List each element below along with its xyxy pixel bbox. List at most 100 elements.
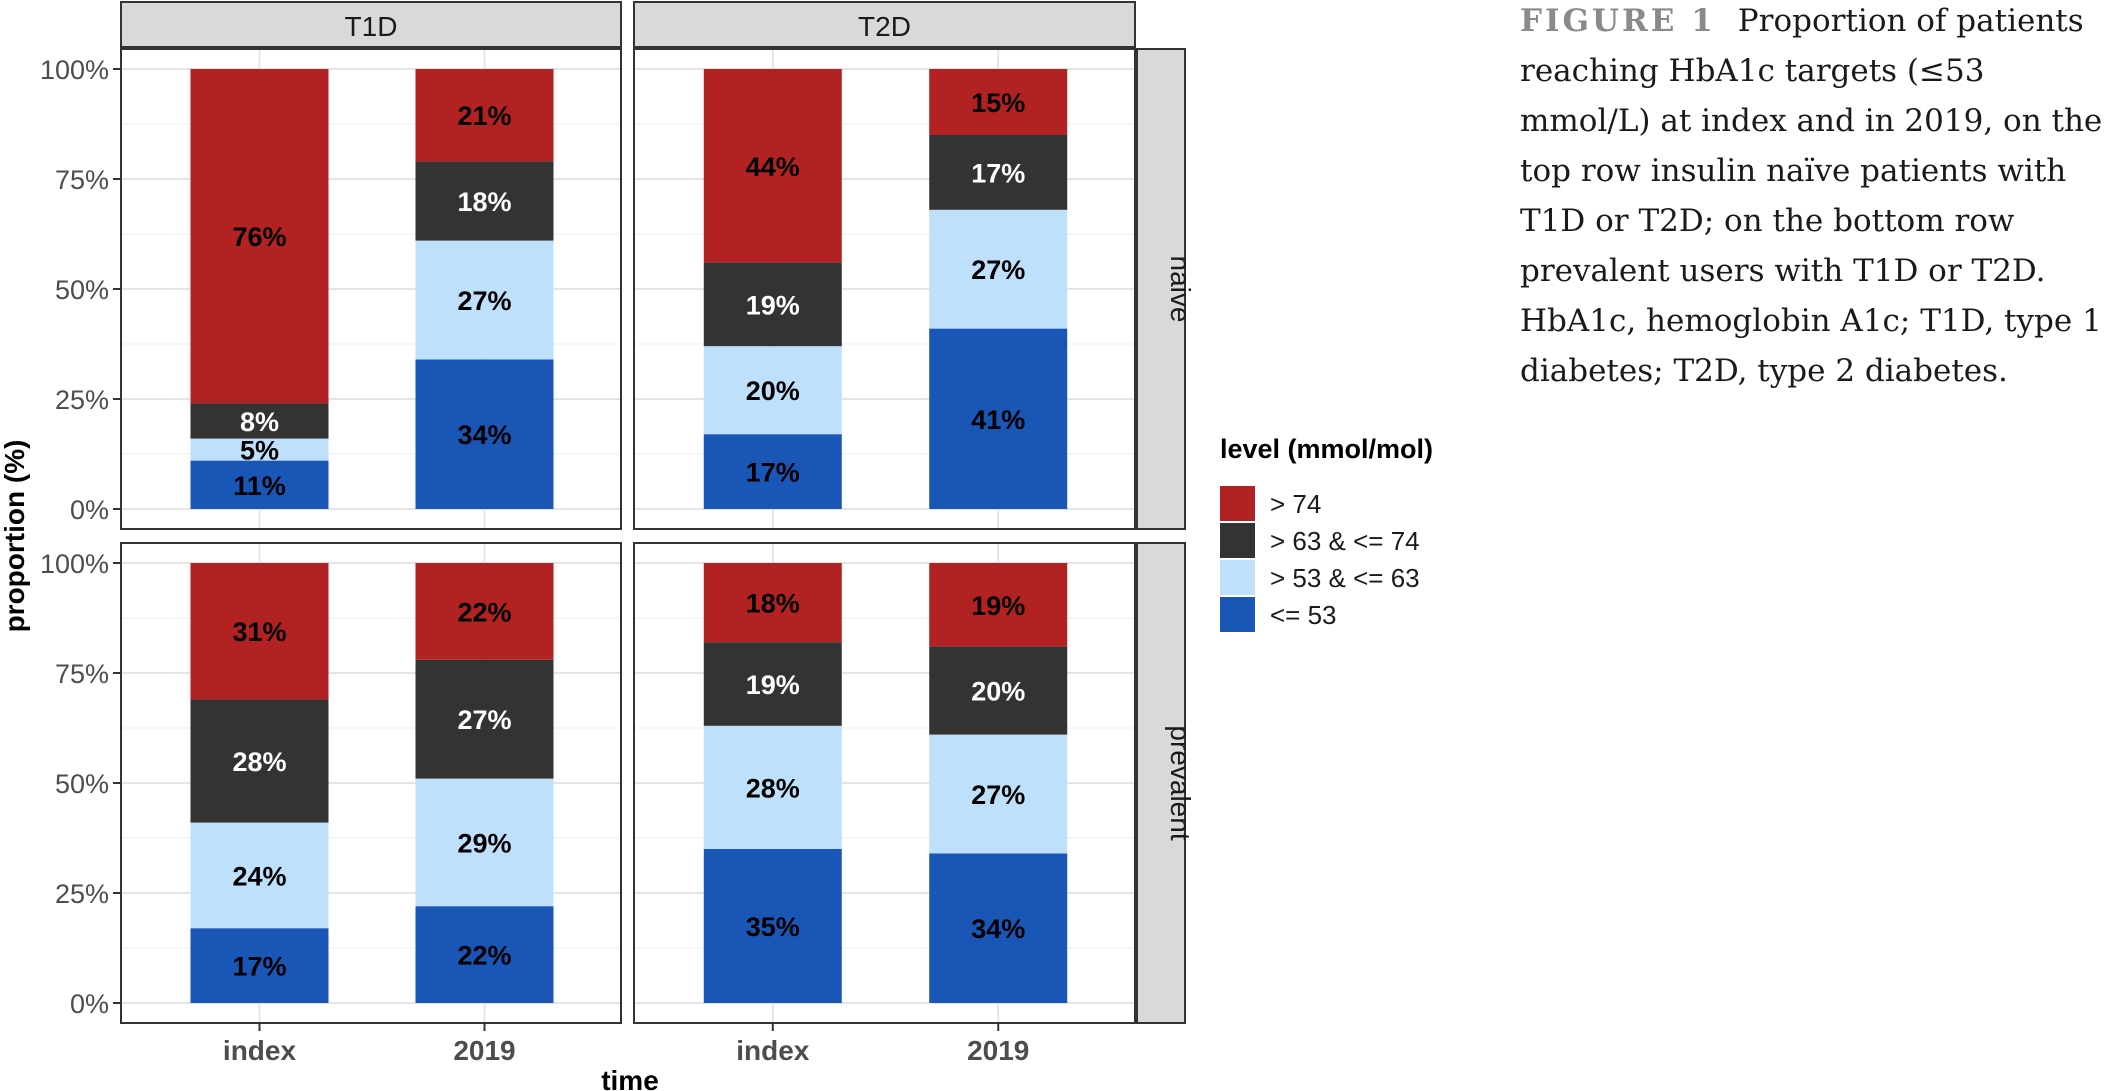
data-label: 17% <box>232 952 286 982</box>
facet-label-prevalent: prevalent <box>1165 725 1196 840</box>
legend-label: > 53 & <= 63 <box>1270 563 1420 593</box>
facet-strip-t2d <box>633 1 1136 48</box>
data-label: 27% <box>971 255 1025 285</box>
data-label: 76% <box>232 222 286 252</box>
bar-segment <box>703 346 842 435</box>
data-label: 27% <box>971 780 1025 810</box>
data-label: 41% <box>971 405 1025 435</box>
data-label: 21% <box>457 101 511 131</box>
bar-segment <box>703 434 842 509</box>
data-label: 44% <box>746 152 800 182</box>
data-label: 22% <box>457 941 511 971</box>
y-tick-label: 75% <box>55 659 109 689</box>
bar-segment <box>190 69 329 404</box>
y-tick-label: 0% <box>70 989 109 1019</box>
x-tick-label: index <box>736 1035 810 1066</box>
bar-segment <box>415 563 554 660</box>
data-label: 31% <box>232 617 286 647</box>
y-tick-label: 100% <box>40 549 109 579</box>
bar-segment <box>190 699 329 823</box>
legend-label: <= 53 <box>1270 600 1337 630</box>
bar-segment <box>415 906 554 1003</box>
bar-segment <box>190 460 329 509</box>
bar-segment <box>415 240 554 360</box>
y-tick-label: 50% <box>55 275 109 305</box>
bar-segment <box>929 135 1068 210</box>
facet-label-t2d: T2D <box>858 11 911 42</box>
bar-segment <box>415 359 554 509</box>
bar-segment <box>415 161 554 241</box>
data-label: 29% <box>457 828 511 858</box>
bar-segment <box>190 928 329 1003</box>
facet-strip-naive <box>1136 48 1186 530</box>
y-tick-label: 25% <box>55 879 109 909</box>
data-label: 24% <box>232 861 286 891</box>
data-label: 19% <box>746 290 800 320</box>
data-label: 34% <box>971 914 1025 944</box>
bar-segment <box>929 734 1068 854</box>
panel-border <box>633 542 1136 1024</box>
y-tick-label: 75% <box>55 165 109 195</box>
bar-segment <box>929 69 1068 135</box>
data-label: 27% <box>457 705 511 735</box>
data-label: 8% <box>240 407 279 437</box>
data-label: 27% <box>457 286 511 316</box>
bar-segment <box>703 642 842 726</box>
y-tick-label: 50% <box>55 769 109 799</box>
data-label: 20% <box>971 677 1025 707</box>
data-label: 17% <box>971 158 1025 188</box>
data-label: 18% <box>457 187 511 217</box>
bar-segment <box>190 563 329 700</box>
data-label: 15% <box>971 88 1025 118</box>
caption-text: Proportion of patients reaching HbA1c ta… <box>1520 3 2103 389</box>
data-label: 5% <box>240 436 279 466</box>
bar-segment <box>415 69 554 162</box>
legend-key <box>1220 597 1255 632</box>
bar-segment <box>703 849 842 1003</box>
x-tick-label: 2019 <box>453 1035 515 1066</box>
facet-strip-t1d <box>120 1 622 48</box>
facet-label-t1d: T1D <box>345 11 398 42</box>
legend-label: > 63 & <= 74 <box>1270 526 1420 556</box>
bar-segment <box>703 725 842 849</box>
data-label: 22% <box>457 597 511 627</box>
bar-segment <box>929 328 1068 509</box>
data-label: 19% <box>746 670 800 700</box>
legend-key <box>1220 560 1255 595</box>
bar-segment <box>929 646 1068 735</box>
bar-segment <box>415 659 554 779</box>
panel-border <box>633 48 1136 530</box>
data-label: 34% <box>457 420 511 450</box>
y-tick-label: 0% <box>70 495 109 525</box>
bar-segment <box>929 563 1068 647</box>
bar-segment <box>703 563 842 643</box>
legend-label: > 74 <box>1270 489 1321 519</box>
data-label: 35% <box>746 912 800 942</box>
data-label: 28% <box>746 773 800 803</box>
bar-segment <box>703 69 842 263</box>
y-axis-title: proportion (%) <box>0 440 30 633</box>
x-tick-label: index <box>223 1035 297 1066</box>
bar-segment <box>929 209 1068 329</box>
y-tick-label: 25% <box>55 385 109 415</box>
bar-segment <box>703 262 842 347</box>
bar-segment <box>929 853 1068 1003</box>
data-label: 18% <box>746 589 800 619</box>
data-label: 17% <box>746 458 800 488</box>
legend-key <box>1220 523 1255 558</box>
figure-label: FIGURE 1 <box>1520 3 1716 39</box>
bar-segment <box>190 822 329 929</box>
x-axis-title: time <box>601 1065 659 1091</box>
legend-key <box>1220 486 1255 521</box>
facet-label-naive: naive <box>1165 256 1196 323</box>
y-tick-label: 100% <box>40 55 109 85</box>
data-label: 11% <box>233 471 286 501</box>
facet-strip-prevalent <box>1136 542 1186 1024</box>
data-label: 20% <box>746 376 800 406</box>
bar-segment <box>190 438 329 461</box>
bar-segment <box>415 778 554 907</box>
legend-title: level (mmol/mol) <box>1220 434 1433 464</box>
x-tick-label: 2019 <box>967 1035 1029 1066</box>
bar-segment <box>190 403 329 439</box>
